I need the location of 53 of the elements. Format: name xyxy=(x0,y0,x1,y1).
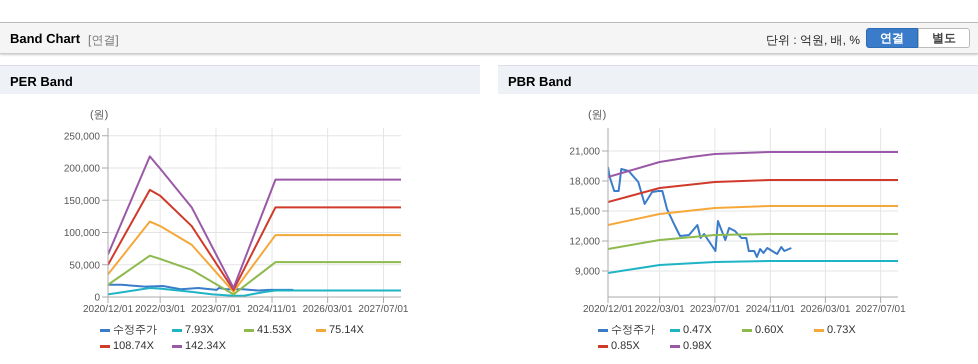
x-tick-label: 2022/03/01 xyxy=(634,304,686,316)
x-tick-label: 2027/07/01 xyxy=(856,304,906,316)
legend-label: 수정주가 xyxy=(610,323,656,338)
y-tick-label: 21,000 xyxy=(569,146,600,158)
y-tick-label: 18,000 xyxy=(569,176,600,188)
legend-label: 7.93X xyxy=(184,324,215,338)
y-axis-title: (원) xyxy=(90,108,108,122)
chart-title: PBR Band xyxy=(508,74,572,89)
text: 연결 xyxy=(866,28,918,48)
line-series xyxy=(108,220,401,293)
x-tick-label: 2020/12/01 xyxy=(582,304,634,316)
line-series xyxy=(608,205,898,226)
y-axis-title: (원) xyxy=(588,108,606,122)
x-tick-label: 2022/03/01 xyxy=(135,304,186,316)
line-series xyxy=(608,260,898,274)
text: 별도 xyxy=(918,28,970,48)
y-tick-label: 50,000 xyxy=(69,260,100,272)
legend-label: 0.73X xyxy=(826,324,857,338)
legend-label: 수정주가 xyxy=(112,323,158,338)
text: 단위 : 억원, 배, % xyxy=(766,32,860,49)
legend-label: 75.14X xyxy=(328,324,365,338)
legend-label: 0.47X xyxy=(682,324,713,338)
line-series xyxy=(608,233,898,250)
legend-label: 142.34X xyxy=(184,340,227,354)
x-tick-label: 2027/07/01 xyxy=(358,304,409,316)
line-series xyxy=(108,155,401,289)
x-tick-label: 2023/07/01 xyxy=(690,304,740,316)
y-tick-label: 150,000 xyxy=(64,196,100,207)
y-tick-label: 0 xyxy=(94,292,100,304)
legend-label: 0.98X xyxy=(682,340,713,354)
y-tick-label: 15,000 xyxy=(569,206,600,218)
legend-label: 0.60X xyxy=(754,324,785,338)
line-series xyxy=(608,166,792,258)
text: Band Chart xyxy=(10,31,80,46)
line-series xyxy=(108,188,401,291)
y-tick-label: 100,000 xyxy=(64,228,100,240)
legend-label: 41.53X xyxy=(256,324,293,338)
text: [연결] xyxy=(88,32,119,49)
legend-label: 108.74X xyxy=(112,340,155,354)
x-tick-label: 2024/11/01 xyxy=(247,304,298,316)
x-tick-label: 2026/03/01 xyxy=(800,304,851,316)
y-tick-label: 9,000 xyxy=(574,266,600,278)
y-tick-label: 250,000 xyxy=(64,131,100,142)
x-tick-label: 2020/12/01 xyxy=(82,304,134,316)
x-tick-label: 2026/03/01 xyxy=(302,304,354,316)
legend-label: 0.85X xyxy=(610,340,641,354)
line-series xyxy=(608,151,898,178)
x-tick-label: 2024/11/01 xyxy=(746,304,796,316)
y-tick-label: 12,000 xyxy=(569,236,600,248)
line-series xyxy=(608,179,898,203)
y-tick-label: 200,000 xyxy=(64,164,100,175)
chart-title: PER Band xyxy=(10,74,73,89)
x-tick-label: 2023/07/01 xyxy=(190,304,242,316)
